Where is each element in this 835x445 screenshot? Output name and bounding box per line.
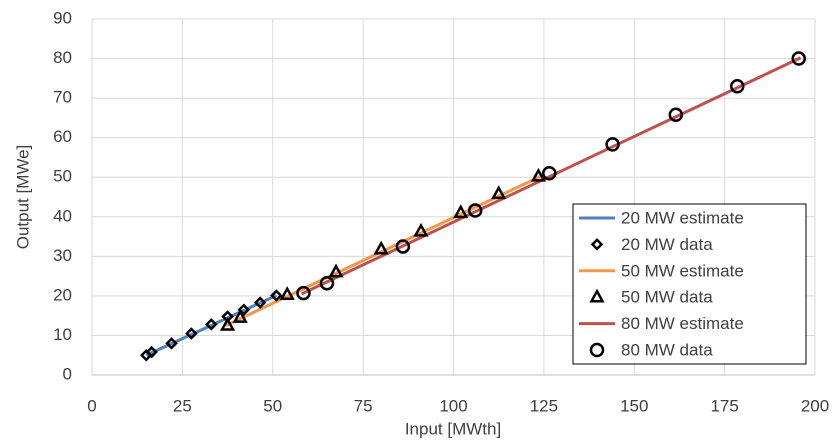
y-tick-label: 70 bbox=[53, 88, 72, 107]
legend-swatch bbox=[590, 238, 604, 251]
marker bbox=[328, 263, 344, 278]
marker bbox=[605, 137, 620, 152]
x-tick-label: 200 bbox=[801, 396, 829, 415]
marker bbox=[542, 166, 557, 181]
marker bbox=[413, 222, 429, 237]
legend: 20 MW estimate 20 MW data 50 MW estimate 50… bbox=[572, 203, 807, 365]
marker bbox=[296, 285, 311, 301]
y-tick-label: 90 bbox=[53, 8, 72, 27]
y-tick-label: 20 bbox=[53, 285, 72, 304]
marker bbox=[219, 316, 236, 331]
legend-label: 20 MW estimate bbox=[621, 208, 744, 227]
marker bbox=[791, 51, 806, 66]
marker bbox=[237, 303, 251, 317]
x-axis-label: Input [MWth] bbox=[405, 419, 501, 438]
marker bbox=[253, 296, 267, 309]
line bbox=[225, 175, 541, 327]
marker bbox=[395, 239, 411, 254]
legend-label: 50 MW data bbox=[621, 288, 713, 307]
x-tick-label: 75 bbox=[354, 396, 373, 415]
y-tick-label: 0 bbox=[63, 364, 72, 383]
y-tick-label: 60 bbox=[53, 127, 72, 146]
marker bbox=[145, 345, 158, 359]
marker bbox=[467, 203, 483, 218]
marker bbox=[668, 107, 684, 122]
marker bbox=[279, 286, 295, 300]
x-tick-label: 125 bbox=[530, 396, 558, 415]
y-tick-label: 10 bbox=[53, 325, 72, 344]
marker bbox=[319, 275, 335, 291]
marker bbox=[185, 327, 198, 340]
x-tick-label: 175 bbox=[710, 396, 738, 415]
legend-label: 80 MW estimate bbox=[621, 314, 744, 333]
legend-label: 50 MW estimate bbox=[621, 261, 744, 280]
marker bbox=[270, 289, 283, 302]
y-tick-label: 30 bbox=[53, 246, 72, 265]
legend-label: 20 MW data bbox=[621, 235, 713, 254]
marker bbox=[453, 204, 469, 219]
y-tick-label: 80 bbox=[53, 48, 72, 67]
line bbox=[301, 56, 802, 296]
x-tick-label: 0 bbox=[87, 396, 96, 415]
x-tick-label: 50 bbox=[263, 396, 282, 415]
y-tick-label: 40 bbox=[53, 206, 72, 225]
legend-swatch bbox=[589, 288, 605, 303]
marker bbox=[491, 185, 507, 200]
legend-label: 80 MW data bbox=[621, 340, 713, 359]
marker bbox=[730, 78, 745, 94]
x-tick-label: 25 bbox=[173, 396, 192, 415]
marker bbox=[205, 318, 218, 331]
legend-box bbox=[572, 203, 807, 365]
y-axis-label: Output [MWe] bbox=[13, 145, 32, 250]
x-tick-label: 100 bbox=[439, 396, 467, 415]
legend-swatch bbox=[589, 342, 605, 358]
marker bbox=[530, 167, 547, 182]
marker bbox=[232, 309, 248, 323]
x-tick-label: 150 bbox=[620, 396, 648, 415]
marker bbox=[165, 337, 178, 350]
marker bbox=[373, 240, 389, 255]
y-tick-label: 50 bbox=[53, 167, 72, 186]
